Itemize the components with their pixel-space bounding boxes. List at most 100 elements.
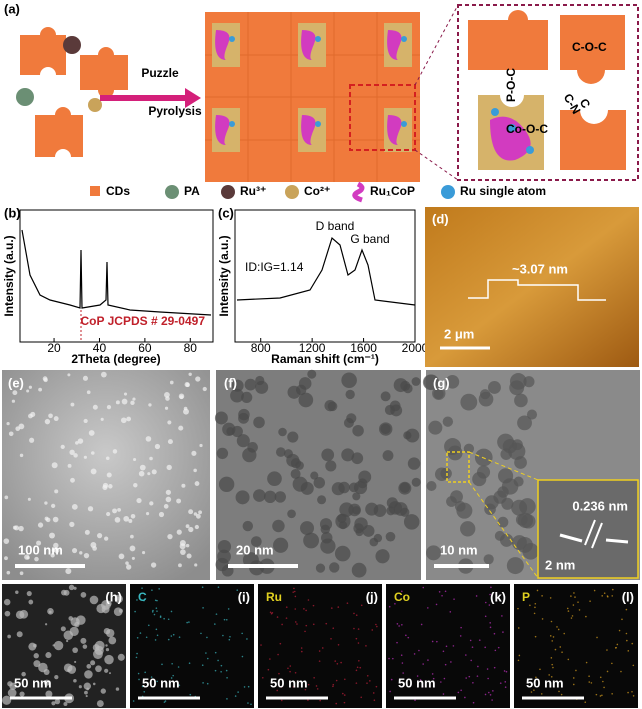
particle	[83, 682, 91, 690]
afm-image	[425, 207, 639, 367]
signal-dot	[541, 595, 543, 597]
particle	[313, 476, 326, 489]
signal-dot	[444, 590, 447, 593]
legend-entry: PA	[184, 184, 200, 198]
signal-dot	[214, 623, 216, 625]
signal-dot	[294, 621, 297, 623]
particle	[407, 457, 421, 470]
signal-dot	[225, 669, 228, 672]
signal-dot	[280, 699, 283, 702]
single-atom	[508, 124, 516, 132]
panel-label: (h)	[105, 589, 122, 604]
particle	[63, 701, 68, 706]
signal-dot	[450, 661, 452, 663]
particle	[198, 510, 202, 515]
signal-dot	[217, 586, 220, 588]
particle	[142, 551, 146, 555]
particle	[514, 393, 528, 408]
signal-dot	[476, 675, 479, 677]
particle	[45, 690, 53, 698]
particle	[26, 590, 32, 597]
signal-dot	[606, 649, 608, 651]
particle	[123, 392, 128, 396]
signal-dot	[269, 611, 272, 614]
panel-label: (j)	[366, 589, 378, 604]
signal-dot	[150, 676, 153, 678]
particle	[526, 409, 538, 420]
particle	[44, 516, 49, 521]
particle	[317, 495, 327, 505]
signal-dot	[469, 639, 472, 642]
bond-label: C-O-C	[572, 40, 607, 54]
particle	[4, 610, 11, 617]
particle	[100, 417, 104, 421]
particle	[19, 691, 25, 697]
signal-dot	[517, 659, 520, 662]
signal-dot	[444, 663, 447, 666]
signal-dot	[472, 681, 474, 684]
particle	[18, 423, 25, 430]
particle	[84, 529, 90, 535]
particle	[7, 634, 11, 639]
particle	[43, 679, 50, 686]
signal-dot	[491, 699, 493, 701]
particle	[28, 599, 34, 605]
signal-dot	[488, 691, 490, 694]
particle	[310, 471, 319, 480]
particle	[218, 476, 235, 493]
particle	[16, 631, 23, 638]
signal-dot	[277, 653, 279, 656]
signal-dot	[226, 676, 228, 679]
signal-dot	[445, 645, 448, 648]
particle	[47, 608, 54, 615]
particle	[250, 536, 262, 547]
particle	[195, 376, 201, 382]
particle	[515, 513, 528, 526]
signal-dot	[371, 629, 374, 631]
signal-dot	[143, 691, 146, 693]
signal-dot	[601, 595, 604, 597]
puzzle-piece	[80, 47, 128, 98]
signal-dot	[206, 636, 208, 639]
signal-dot	[502, 631, 504, 633]
signal-dot	[465, 677, 467, 679]
signal-dot	[443, 677, 446, 680]
particle	[214, 411, 228, 425]
element-label: C	[138, 590, 147, 604]
particle	[341, 372, 357, 389]
signal-dot	[343, 701, 346, 704]
signal-dot	[318, 660, 321, 662]
particle	[92, 404, 98, 410]
particle	[423, 374, 440, 390]
xrd-curve	[21, 229, 212, 316]
zoom-box	[446, 451, 470, 483]
particle	[80, 592, 87, 598]
particle	[253, 489, 266, 502]
signal-dot	[337, 643, 340, 646]
x-tick-label: 20	[47, 341, 61, 355]
signal-dot	[220, 664, 223, 667]
signal-dot	[237, 691, 239, 693]
particle	[106, 405, 112, 410]
signal-dot	[552, 666, 554, 669]
signal-dot	[243, 686, 246, 688]
signal-dot	[170, 677, 173, 679]
cluster	[215, 115, 230, 145]
signal-dot	[315, 685, 318, 687]
signal-dot	[572, 604, 575, 606]
signal-dot	[398, 625, 400, 627]
particle	[82, 644, 88, 649]
signal-dot	[533, 612, 536, 615]
particle	[53, 640, 64, 651]
signal-dot	[505, 670, 508, 673]
signal-dot	[346, 602, 349, 604]
particle	[19, 571, 24, 576]
signal-dot	[151, 589, 153, 591]
signal-dot	[556, 626, 558, 628]
single-atom	[491, 108, 499, 116]
particle	[236, 434, 250, 448]
particle	[194, 563, 198, 567]
particle	[179, 540, 186, 547]
signal-dot	[574, 596, 576, 598]
particle	[73, 678, 77, 683]
